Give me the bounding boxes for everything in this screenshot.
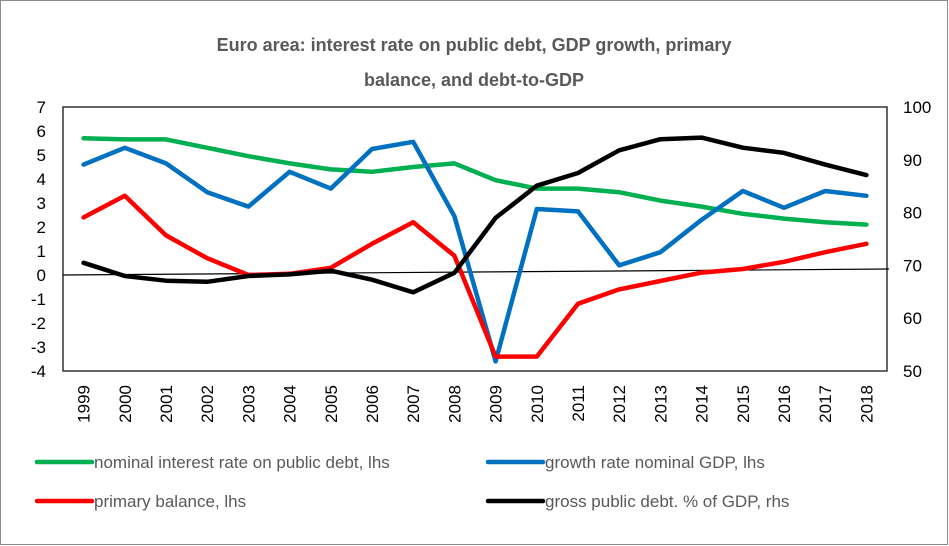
- series-line-2: [81, 139, 869, 364]
- series-line-1: [81, 135, 869, 227]
- series-lines: [81, 135, 869, 364]
- x-axis-tick-label: 1999: [75, 385, 94, 423]
- right-axis-tick-label: 100: [903, 98, 931, 117]
- legend-label-4: gross public debt. % of GDP, rhs: [545, 492, 789, 511]
- zero-line: [62, 268, 890, 276]
- x-axis-tick-label: 2007: [404, 385, 423, 423]
- x-axis-tick-label: 2014: [693, 385, 712, 423]
- x-axis-tick-label: 2005: [322, 385, 341, 423]
- legend-label-1: nominal interest rate on public debt, lh…: [94, 453, 390, 472]
- left-axis-tick-label: 1: [37, 242, 46, 261]
- right-axis-tick-label: 60: [903, 309, 922, 328]
- right-axis-tick-label: 80: [903, 204, 922, 223]
- left-axis-tick-label: 3: [37, 194, 46, 213]
- x-axis-tick-label: 2008: [445, 385, 464, 423]
- legend-label-3: primary balance, lhs: [94, 492, 246, 511]
- right-axis-ticks: 50 60 70 80 90 100: [903, 98, 931, 381]
- left-axis-tick-label: 6: [37, 122, 46, 141]
- x-axis-tick-label: 2004: [281, 385, 300, 423]
- x-axis-tick-label: 2006: [363, 385, 382, 423]
- chart-title-line-2: balance, and debt-to-GDP: [364, 70, 584, 90]
- x-axis-tick-label: 2016: [775, 385, 794, 423]
- x-axis-tick-label: 2013: [651, 385, 670, 423]
- chart-title-line-1: Euro area: interest rate on public debt,…: [217, 35, 732, 55]
- right-axis-tick-label: 90: [903, 151, 922, 170]
- x-axis-tick-label: 2011: [569, 385, 588, 422]
- x-axis-tick-label: 2018: [857, 385, 876, 423]
- x-axis-tick-label: 2010: [528, 385, 547, 423]
- left-axis-tick-label: -4: [31, 362, 46, 381]
- x-axis-ticks: 1999 2000 2001 2002 2003 2004 2005 2006 2007 2008…: [75, 385, 877, 423]
- right-axis-tick-label: 70: [903, 256, 922, 275]
- plot-border: [62, 106, 888, 372]
- left-axis-tick-label: 7: [37, 98, 46, 117]
- x-axis-tick-label: 2001: [157, 385, 176, 423]
- legend: nominal interest rate on public debt, lh…: [34, 453, 789, 511]
- series-line-3: [81, 193, 869, 359]
- left-axis-tick-label: 5: [37, 146, 46, 165]
- left-axis-tick-label: 0: [37, 266, 46, 285]
- legend-label-2: growth rate nominal GDP, lhs: [545, 453, 765, 472]
- left-axis-ticks: -4 -3 -2 -1 0 1 2 3 4 5 6 7: [31, 98, 46, 381]
- plot-area: [62, 106, 890, 372]
- x-axis-tick-label: 2009: [487, 385, 506, 423]
- left-axis-tick-label: -3: [31, 338, 46, 357]
- left-axis-tick-label: -1: [31, 290, 46, 309]
- series-line-4: [81, 135, 869, 295]
- x-axis-tick-label: 2015: [734, 385, 753, 423]
- x-axis-tick-label: 2002: [198, 385, 217, 423]
- x-axis-tick-label: 2003: [239, 385, 258, 423]
- left-axis-tick-label: 2: [37, 218, 46, 237]
- x-axis-tick-label: 2012: [610, 385, 629, 423]
- right-axis-tick-label: 50: [903, 362, 922, 381]
- x-axis-tick-label: 2000: [116, 385, 135, 423]
- x-axis-tick-label: 2017: [816, 385, 835, 423]
- left-axis-tick-label: -2: [31, 314, 46, 333]
- left-axis-tick-label: 4: [37, 170, 46, 189]
